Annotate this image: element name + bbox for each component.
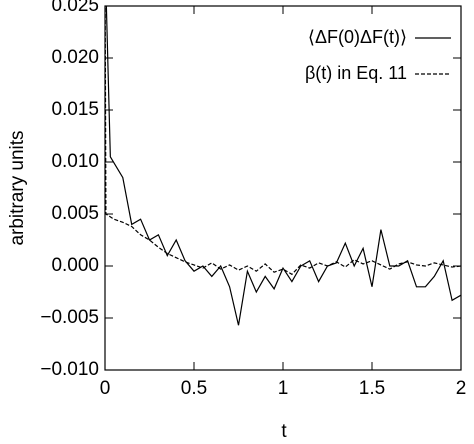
x-tick-label: 2 [456,378,467,399]
y-tick-label: 0.005 [51,203,99,224]
plot-frame [104,5,462,371]
x-tick-label: 1 [278,378,289,399]
x-tick-label: 0 [100,378,111,399]
series-line [105,6,461,326]
y-tick-label: 0.000 [51,255,99,276]
x-tick-label: 1.5 [359,378,385,399]
x-axis-label: t [281,421,287,442]
y-tick-label: −0.005 [40,307,99,328]
y-tick-label: −0.010 [40,359,99,380]
y-tick-label: 0.015 [51,99,99,120]
x-tick-label: 0.5 [181,378,207,399]
legend: ⟨ΔF(0)ΔF(t)⟩ β(t) in Eq. 11 [305,27,451,83]
y-tick-label: 0.020 [51,47,99,68]
y-axis-label: arbitrary units [7,130,28,245]
y-tick-label: 0.010 [51,151,99,172]
y-tick-label: 0.025 [51,0,99,16]
plot-area [105,6,461,326]
legend-label: β(t) in Eq. 11 [305,63,407,83]
legend-label: ⟨ΔF(0)ΔF(t)⟩ [308,27,407,47]
series-line [105,6,461,276]
